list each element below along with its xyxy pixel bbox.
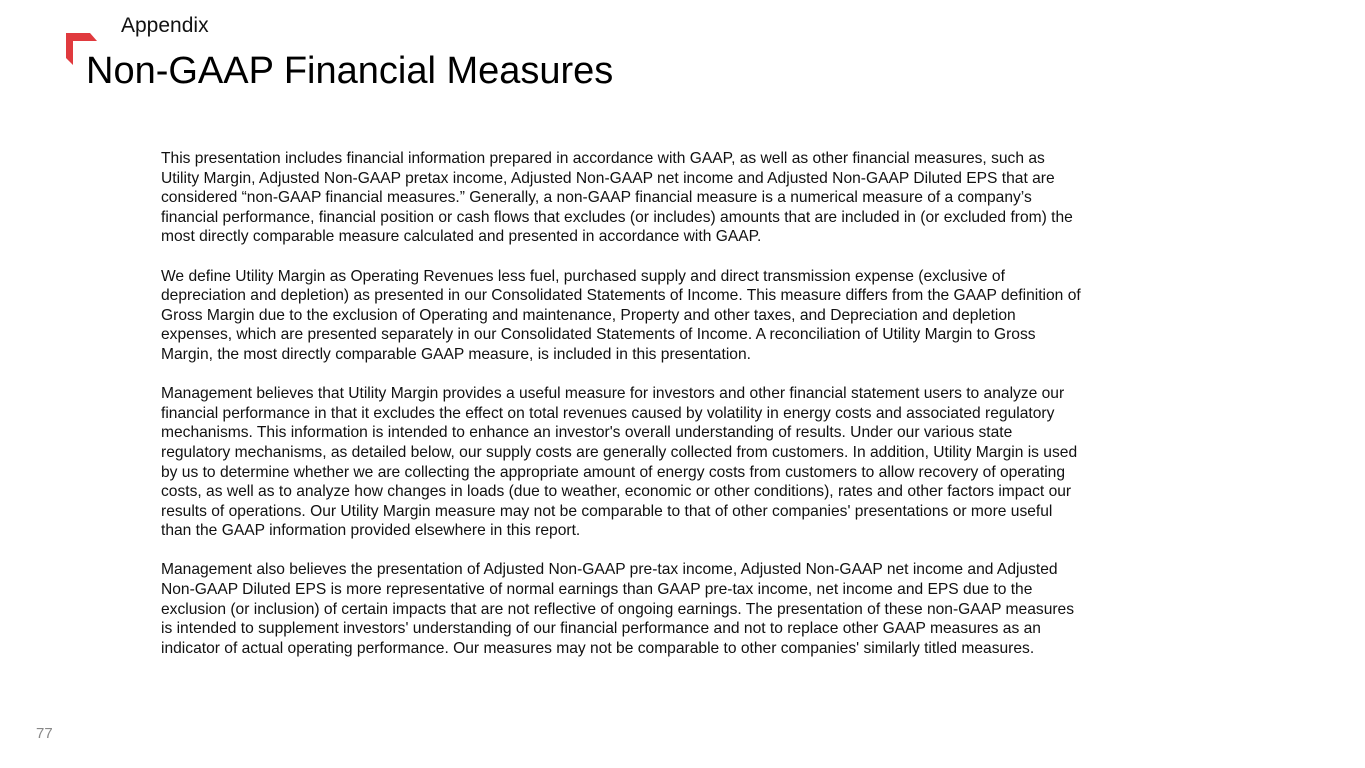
text-line: This presentation includes financial inf… xyxy=(161,150,1045,167)
paragraph: This presentation includes financial inf… xyxy=(161,149,1221,247)
paragraph: Management believes that Utility Margin … xyxy=(161,384,1221,541)
text-line: financial performance in that it exclude… xyxy=(161,404,1055,422)
paragraph: We define Utility Margin as Operating Re… xyxy=(161,267,1221,365)
text-line: Gross Margin due to the exclusion of Ope… xyxy=(161,306,1016,324)
text-line: costs, as well as to analyze how changes… xyxy=(161,483,1072,501)
text-line: Management believes that Utility Margin … xyxy=(161,385,1065,403)
brand-corner-logo xyxy=(66,33,97,65)
text-line: financial performance, financial positio… xyxy=(161,208,1073,226)
text-line: most directly comparable measure calcula… xyxy=(161,228,762,246)
text-line: by us to determine whether we are collec… xyxy=(161,463,1066,481)
text-line: Management also believes the presentatio… xyxy=(161,561,1058,579)
text-line: Utility Margin, Adjusted Non-GAAP pretax… xyxy=(161,169,1055,187)
page-title: Non-GAAP Financial Measures xyxy=(86,50,614,92)
body-text: This presentation includes financial inf… xyxy=(161,149,1221,678)
text-line: exclusion (or inclusion) of certain impa… xyxy=(161,600,1075,618)
text-line: expenses, which are presented separately… xyxy=(161,326,1036,344)
text-line: mechanisms. This information is intended… xyxy=(161,424,1013,442)
text-line: results of operations. Our Utility Margi… xyxy=(161,502,1053,520)
text-line: Margin, the most directly comparable GAA… xyxy=(161,345,751,363)
text-line: indicator of actual operating performanc… xyxy=(161,639,1035,657)
paragraph: Management also believes the presentatio… xyxy=(161,560,1221,658)
text-line: depreciation and depletion) as presented… xyxy=(161,287,1081,305)
text-line: regulatory mechanisms, as detailed below… xyxy=(161,443,1078,461)
page-number: 77 xyxy=(36,725,53,742)
text-line: considered “non-GAAP financial measures.… xyxy=(161,189,1032,207)
text-line: Non-GAAP Diluted EPS is more representat… xyxy=(161,581,1033,599)
section-label: Appendix xyxy=(121,14,209,37)
text-line: We define Utility Margin as Operating Re… xyxy=(161,267,1005,285)
text-line: than the GAAP information provided elsew… xyxy=(161,522,581,540)
text-line: is intended to supplement investors' und… xyxy=(161,620,1041,638)
